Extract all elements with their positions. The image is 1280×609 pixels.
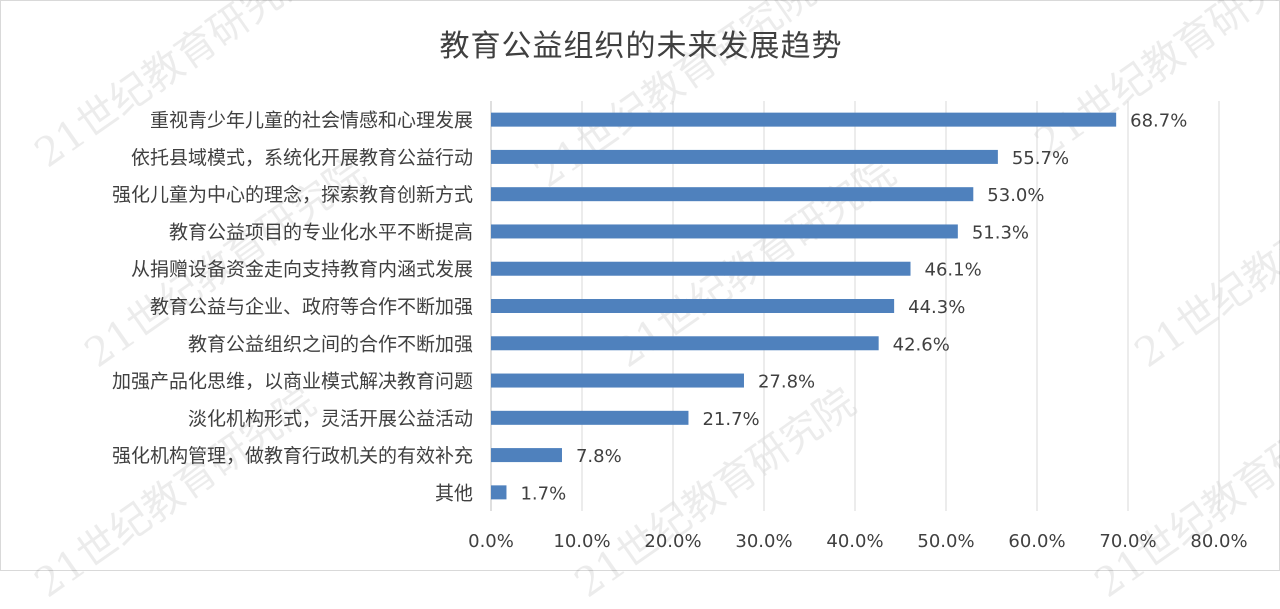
x-tick-label: 50.0% bbox=[917, 531, 974, 552]
data-label: 7.8% bbox=[576, 446, 622, 467]
bar bbox=[491, 261, 911, 276]
x-tick-label: 70.0% bbox=[1099, 531, 1156, 552]
data-label: 42.6% bbox=[893, 334, 950, 355]
x-tick-label: 80.0% bbox=[1190, 531, 1247, 552]
category-label: 教育公益组织之间的合作不断加强 bbox=[188, 333, 473, 355]
data-label: 53.0% bbox=[987, 185, 1044, 206]
bar bbox=[491, 187, 974, 202]
data-label: 46.1% bbox=[925, 260, 982, 281]
bar bbox=[491, 336, 879, 351]
bar bbox=[491, 373, 744, 388]
category-label: 淡化机构形式，灵活开展公益活动 bbox=[188, 408, 473, 430]
category-label: 从捐赠设备资金走向支持教育内涵式发展 bbox=[131, 259, 473, 281]
bar bbox=[491, 448, 562, 463]
category-label: 教育公益与企业、政府等合作不断加强 bbox=[150, 296, 473, 318]
category-label: 重视青少年儿童的社会情感和心理发展 bbox=[150, 110, 473, 132]
x-tick-label: 40.0% bbox=[826, 531, 883, 552]
data-label: 1.7% bbox=[520, 483, 566, 504]
data-label: 68.7% bbox=[1130, 111, 1187, 132]
category-label: 强化机构管理，做教育行政机关的有效补充 bbox=[112, 445, 473, 467]
data-label: 51.3% bbox=[972, 222, 1029, 243]
chart-title: 教育公益组织的未来发展趋势 bbox=[439, 29, 843, 64]
bar bbox=[491, 112, 1117, 127]
x-tick-label: 20.0% bbox=[644, 531, 701, 552]
x-tick-label: 0.0% bbox=[468, 531, 514, 552]
x-tick-label: 10.0% bbox=[553, 531, 610, 552]
category-label: 加强产品化思维，以商业模式解决教育问题 bbox=[112, 371, 473, 393]
data-label: 27.8% bbox=[758, 372, 815, 393]
category-label: 强化儿童为中心的理念，探索教育创新方式 bbox=[112, 183, 473, 206]
bar bbox=[491, 224, 958, 239]
x-tick-label: 30.0% bbox=[735, 531, 792, 552]
data-label: 44.3% bbox=[908, 297, 965, 318]
bar bbox=[491, 410, 689, 425]
data-label: 55.7% bbox=[1012, 148, 1069, 169]
bar bbox=[491, 299, 895, 313]
category-label: 其他 bbox=[435, 482, 473, 504]
bar bbox=[491, 485, 507, 500]
bar-chart-plot: 0.0% 10.0% 20.0% 30.0% 40.0% 50.0% 60.0% 70.0% 8… bbox=[112, 101, 1248, 552]
bar bbox=[491, 149, 998, 164]
category-label: 教育公益项目的专业化水平不断提高 bbox=[169, 221, 473, 243]
category-label: 依托县域模式，系统化开展教育公益行动 bbox=[131, 147, 473, 169]
x-tick-label: 60.0% bbox=[1008, 531, 1065, 552]
data-label: 21.7% bbox=[702, 409, 759, 430]
